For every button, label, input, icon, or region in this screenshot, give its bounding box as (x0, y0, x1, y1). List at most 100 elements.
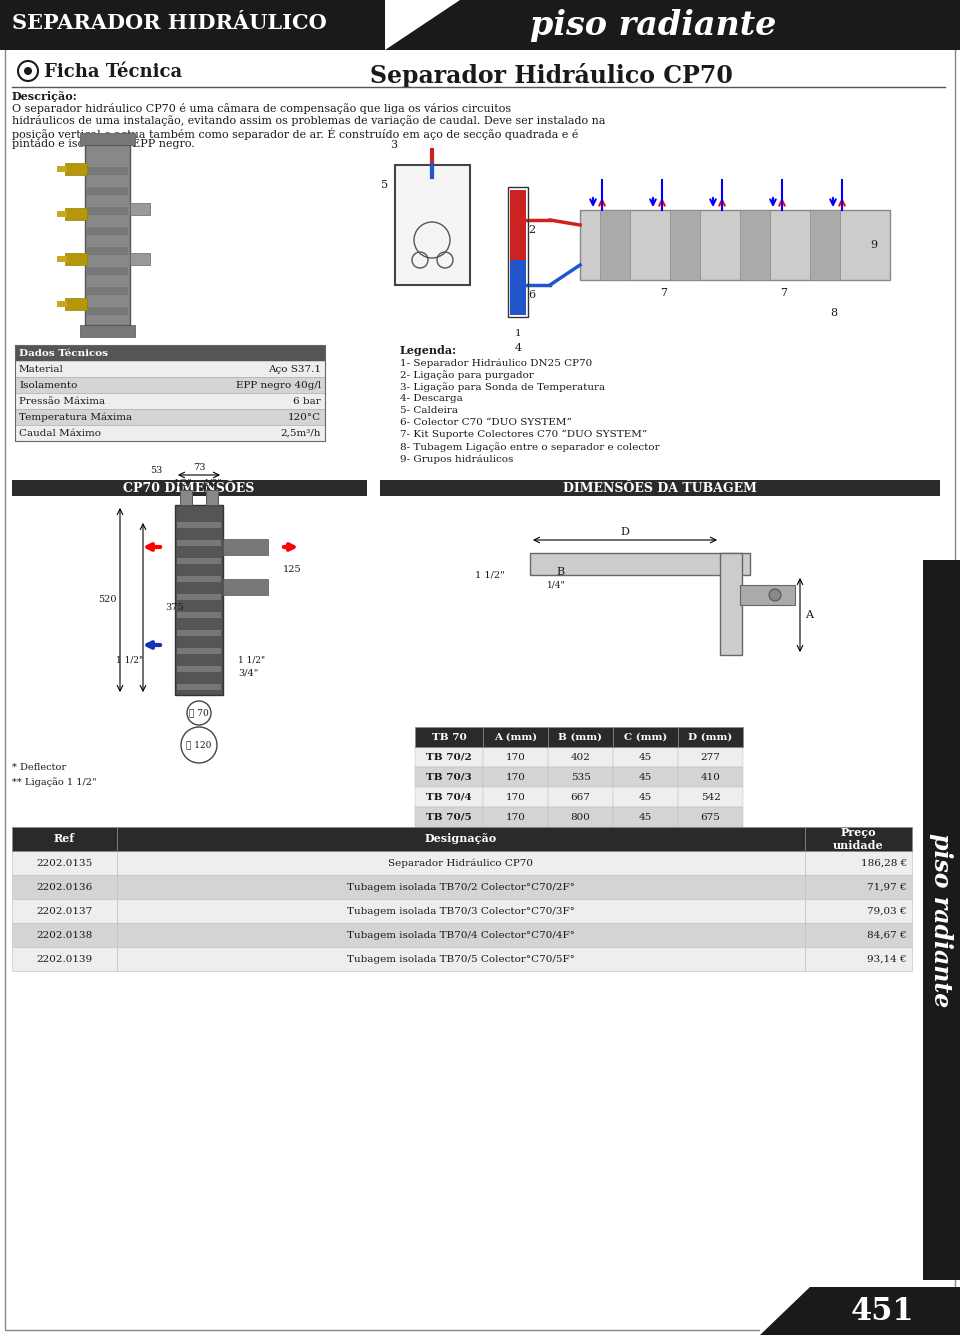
Bar (12, 850, 117, 874)
Bar (923, 559, 960, 1280)
Text: P2: P2 (237, 542, 252, 551)
Bar (57, 256, 67, 262)
Bar (117, 922, 805, 947)
Text: 2- Ligação para purgador: 2- Ligação para purgador (400, 370, 534, 379)
Text: 1/2": 1/2" (204, 478, 223, 487)
Bar (87, 307, 128, 315)
Bar (117, 850, 805, 874)
Text: 2,5m³/h: 2,5m³/h (280, 429, 321, 438)
Text: 800: 800 (570, 813, 590, 821)
Bar (130, 203, 150, 215)
Bar (15, 425, 325, 441)
Text: 1 1/2": 1 1/2" (475, 570, 505, 579)
Bar (580, 210, 890, 280)
Text: piso radiante: piso radiante (530, 8, 777, 41)
Text: Legenda:: Legenda: (400, 344, 457, 356)
Text: B (mm): B (mm) (559, 733, 603, 741)
Bar (177, 647, 221, 654)
Bar (805, 874, 912, 898)
Text: 4: 4 (515, 343, 521, 352)
Text: 53: 53 (151, 466, 163, 475)
Text: 73: 73 (193, 463, 205, 473)
Text: 277: 277 (701, 753, 720, 761)
Text: Descrição:: Descrição: (12, 91, 78, 101)
Text: 45: 45 (638, 813, 652, 821)
Text: Tubagem isolada TB70/2 Colector°C70/2F°: Tubagem isolada TB70/2 Colector°C70/2F° (348, 882, 575, 892)
Text: 8- Tubagem Ligação entre o separador e colector: 8- Tubagem Ligação entre o separador e c… (400, 442, 660, 451)
Text: 79,03 €: 79,03 € (868, 906, 907, 916)
Bar (380, 481, 940, 497)
Text: A: A (805, 610, 813, 619)
Bar (670, 210, 700, 280)
Text: Temperatura Máxima: Temperatura Máxima (19, 413, 132, 422)
Text: pintado e isolado em EPP negro.: pintado e isolado em EPP negro. (12, 139, 195, 150)
Text: A (mm): A (mm) (494, 733, 537, 741)
Bar (12, 826, 117, 850)
Text: 402: 402 (570, 753, 590, 761)
Text: ⌀ 70: ⌀ 70 (189, 709, 209, 717)
Text: EPP negro 40g/l: EPP negro 40g/l (236, 380, 321, 390)
Bar (600, 210, 630, 280)
Text: Preço
unidade: Preço unidade (833, 828, 884, 850)
Bar (548, 768, 613, 788)
Text: 451: 451 (851, 1295, 914, 1327)
Text: Caudal Máximo: Caudal Máximo (19, 429, 101, 438)
Bar (177, 522, 221, 529)
Text: Ref: Ref (54, 833, 75, 845)
Text: 2202.0138: 2202.0138 (36, 930, 92, 940)
Text: 6: 6 (528, 290, 535, 300)
Text: 45: 45 (638, 793, 652, 801)
Bar (483, 768, 548, 788)
Bar (530, 553, 750, 575)
Text: 3: 3 (390, 140, 397, 150)
Bar (80, 134, 135, 146)
Bar (15, 344, 325, 441)
Bar (613, 748, 678, 768)
Bar (12, 898, 117, 922)
Bar (177, 558, 221, 563)
Text: 71,97 €: 71,97 € (868, 882, 907, 892)
Text: TB 70: TB 70 (432, 733, 467, 741)
Bar (548, 728, 613, 748)
Bar (117, 898, 805, 922)
Text: Dados Técnicos: Dados Técnicos (19, 348, 108, 358)
Text: Aço S37.1: Aço S37.1 (268, 364, 321, 374)
Bar (117, 947, 805, 971)
Bar (12, 481, 367, 497)
Bar (483, 748, 548, 768)
Bar (678, 748, 743, 768)
Text: posição vertical e actua também como separador de ar. É construído em aço de sec: posição vertical e actua também como sep… (12, 127, 578, 139)
Text: 9- Grupos hidráulicos: 9- Grupos hidráulicos (400, 454, 514, 463)
Bar (177, 575, 221, 582)
Bar (415, 806, 483, 826)
Bar (117, 874, 805, 898)
Text: 1- Separador Hidráulico DN25 CP70: 1- Separador Hidráulico DN25 CP70 (400, 358, 592, 367)
Bar (177, 684, 221, 690)
Text: 170: 170 (506, 813, 525, 821)
Text: 542: 542 (701, 793, 720, 801)
Text: 375: 375 (165, 603, 183, 613)
Bar (177, 666, 221, 672)
Text: O separador hidráulico CP70 é uma câmara de compensação que liga os vários circu: O separador hidráulico CP70 é uma câmara… (12, 103, 511, 113)
Text: 5- Caldeira: 5- Caldeira (400, 406, 458, 415)
Bar (177, 611, 221, 618)
Bar (206, 490, 218, 505)
Bar (15, 360, 325, 376)
Text: 84,67 €: 84,67 € (868, 930, 907, 940)
Text: 8: 8 (830, 308, 837, 318)
Text: 675: 675 (701, 813, 720, 821)
Text: 1 1/2": 1 1/2" (238, 655, 265, 665)
Bar (678, 788, 743, 806)
Text: piso radiante: piso radiante (929, 833, 953, 1007)
Bar (805, 826, 912, 850)
Bar (395, 166, 470, 284)
Text: 3- Ligação para Sonda de Temperatura: 3- Ligação para Sonda de Temperatura (400, 382, 605, 391)
Text: * Deflector: * Deflector (12, 764, 66, 772)
Bar (613, 728, 678, 748)
Bar (57, 166, 67, 172)
Text: D (mm): D (mm) (688, 733, 732, 741)
Text: 7: 7 (660, 288, 667, 298)
Bar (740, 585, 795, 605)
Bar (15, 376, 325, 392)
Bar (678, 728, 743, 748)
